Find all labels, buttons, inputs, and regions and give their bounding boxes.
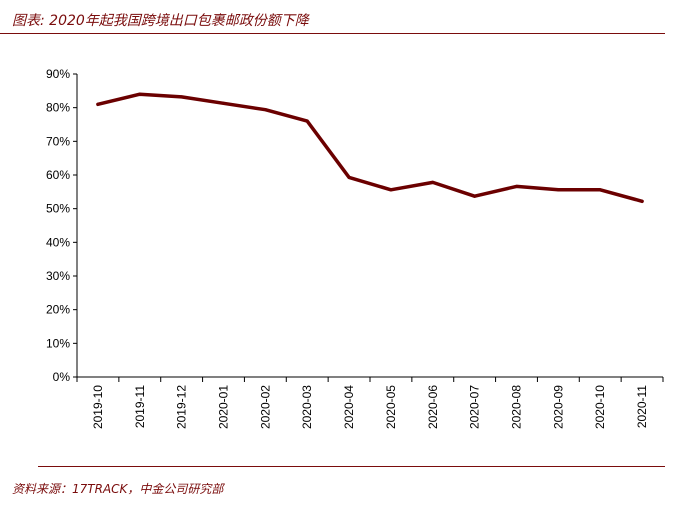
data-point [640, 199, 644, 203]
x-tick-label: 2020-02 [258, 385, 272, 429]
y-tick-label: 50% [46, 202, 70, 216]
y-tick-label: 60% [46, 168, 70, 182]
x-tick-label: 2020-01 [217, 385, 231, 429]
y-tick-label: 30% [46, 269, 70, 283]
y-tick-label: 10% [46, 336, 70, 350]
chart-title: 图表: 2020年起我国跨境出口包裹邮政份额下降 [12, 13, 309, 29]
x-tick-label: 2020-08 [510, 385, 524, 429]
x-tick-label: 2019-10 [91, 385, 105, 429]
data-point [473, 194, 477, 198]
data-point [431, 180, 435, 184]
data-point [515, 184, 518, 188]
y-axis: 0% 10% 20% 30% 40% 50% 60% 70% 80% 90% [46, 67, 78, 384]
x-tick-label: 2020-10 [593, 385, 607, 429]
x-tick-label: 2019-11 [133, 385, 147, 428]
x-tick-label: 2020-11 [635, 385, 649, 428]
source-note: 资料来源：17TRACK，中金公司研究部 [12, 482, 224, 496]
y-tick-label: 20% [46, 303, 70, 317]
data-point [556, 188, 560, 192]
data-point [96, 102, 100, 106]
y-tick-label: 90% [46, 67, 70, 81]
x-tick-label: 2019-12 [175, 385, 189, 429]
data-point [598, 188, 602, 192]
x-tick-label: 2020-04 [342, 385, 356, 429]
top-divider [0, 33, 665, 34]
x-tick-label: 2020-09 [551, 385, 565, 429]
x-tick-label: 2020-07 [468, 385, 482, 429]
data-point [222, 101, 225, 105]
series-line [96, 92, 644, 204]
x-tick-label: 2020-03 [300, 385, 314, 429]
data-point [389, 188, 393, 192]
y-tick-label: 40% [46, 235, 70, 249]
y-tick-label: 80% [46, 101, 70, 115]
data-point [180, 95, 184, 99]
y-tick-label: 70% [46, 134, 70, 148]
data-point [305, 119, 309, 123]
y-tick-label: 0% [53, 370, 71, 384]
data-point [263, 108, 267, 112]
data-point [138, 92, 142, 96]
data-point [347, 175, 351, 179]
x-tick-label: 2020-05 [384, 385, 398, 429]
series-layer [96, 92, 644, 204]
x-axis: 2019-10 2019-11 2019-12 2020-01 2020-02 2020-… [76, 376, 664, 429]
bottom-divider [38, 466, 665, 467]
x-tick-label: 2020-06 [426, 385, 440, 429]
